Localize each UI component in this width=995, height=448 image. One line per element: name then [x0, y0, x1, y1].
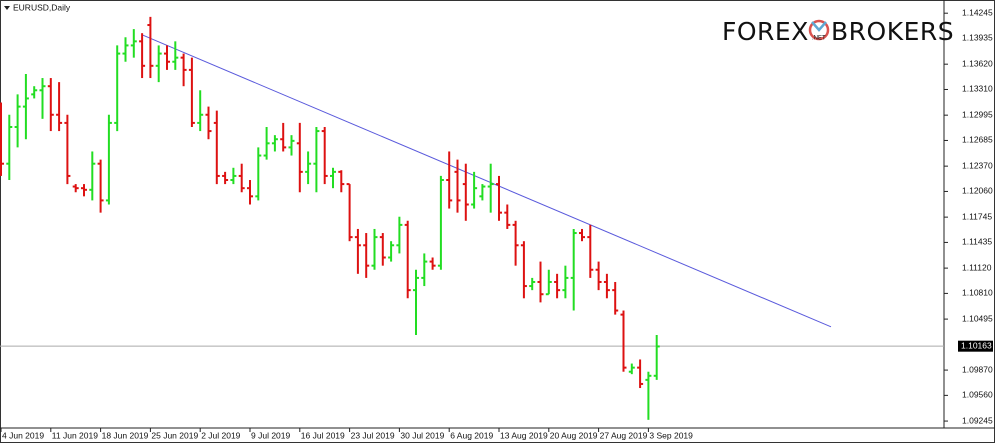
- logo-right: BROKERS: [831, 17, 954, 46]
- y-tick-label: 1.09870: [962, 364, 993, 374]
- y-tick-label: 1.12370: [962, 160, 993, 170]
- y-tick-label: 1.09560: [962, 390, 993, 400]
- y-tick-label: 1.11435: [962, 237, 992, 247]
- y-tick-label: 1.12995: [962, 109, 993, 119]
- x-tick-label: 27 Aug 2019: [600, 430, 648, 440]
- logo-badge: .NET: [812, 36, 826, 42]
- x-tick-label: 9 Jul 2019: [251, 430, 290, 440]
- x-tick-label: 30 Jul 2019: [400, 430, 444, 440]
- logo-icon: [808, 19, 830, 41]
- y-tick-label: 1.12060: [962, 186, 993, 196]
- y-tick-label: 1.13620: [962, 58, 993, 68]
- x-tick-label: 25 Jun 2019: [151, 430, 198, 440]
- x-tick-label: 2 Jul 2019: [201, 430, 240, 440]
- x-tick-label: 4 Jun 2019: [2, 430, 44, 440]
- y-tick-label: 1.10810: [962, 288, 993, 298]
- trendline: [141, 34, 832, 328]
- logo-icon-mark: [811, 21, 827, 32]
- y-tick-label: 1.13935: [962, 33, 993, 43]
- y-tick-label: 1.13310: [962, 84, 993, 94]
- last-price-label: 1.10163: [961, 340, 992, 350]
- y-tick-label: 1.12685: [962, 135, 993, 145]
- x-tick-label: 3 Sep 2019: [649, 430, 693, 440]
- chart-title: EURUSD,Daily: [13, 2, 71, 12]
- price-bars: [0, 16, 660, 420]
- x-tick-label: 18 Jun 2019: [102, 430, 149, 440]
- y-tick-label: 1.09245: [962, 415, 993, 425]
- logo-left: FOREX: [722, 17, 809, 46]
- x-tick-label: 16 Jul 2019: [301, 430, 345, 440]
- y-tick-label: 1.14245: [962, 7, 993, 17]
- y-tick-label: 1.10495: [962, 313, 993, 323]
- x-tick-label: 13 Aug 2019: [500, 430, 548, 440]
- x-tick-label: 20 Aug 2019: [550, 430, 598, 440]
- menu-arrow: [4, 6, 10, 10]
- last-price-box: [958, 340, 993, 352]
- x-tick-label: 11 Jun 2019: [52, 430, 98, 440]
- x-tick-label: 23 Jul 2019: [351, 430, 395, 440]
- logo: FOREX BROKERS .NET: [722, 17, 954, 46]
- y-tick-label: 1.11745: [962, 211, 992, 221]
- x-tick-label: 6 Aug 2019: [450, 430, 493, 440]
- y-tick-label: 1.11120: [962, 262, 992, 272]
